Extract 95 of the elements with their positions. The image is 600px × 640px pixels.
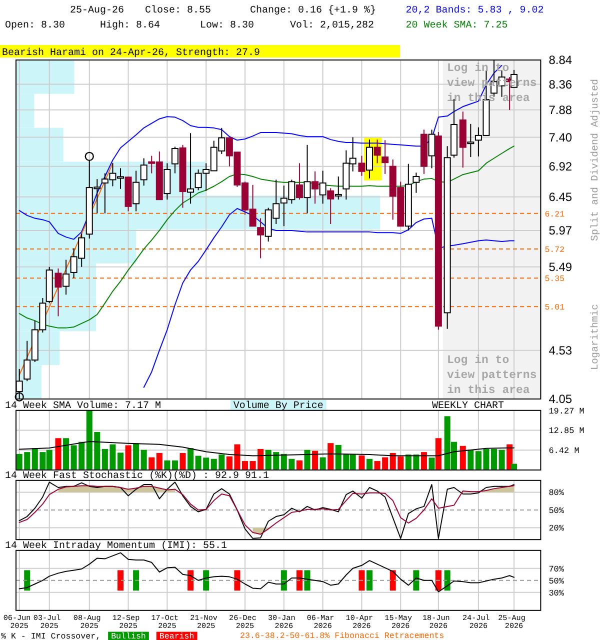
bar — [498, 450, 505, 470]
candlestick — [257, 218, 264, 259]
y-tick-label: 8.36 — [548, 77, 572, 92]
bar — [366, 458, 373, 470]
bar — [180, 452, 186, 470]
bar — [460, 446, 466, 470]
bar — [304, 450, 310, 470]
bar — [172, 460, 178, 470]
y-tick-label: 7.88 — [548, 103, 572, 118]
text: 20,2 Bands: 5.83 , 9.02 — [406, 4, 544, 16]
annotation: WEEKLY CHART — [432, 401, 504, 412]
y-tick-label: 6.45 — [548, 190, 572, 204]
y-tick-label: 19.27 M — [548, 406, 584, 416]
text: Bullish — [111, 631, 146, 640]
bar — [164, 460, 170, 470]
text: Vol: 2,015,282 — [290, 20, 374, 32]
ref-line-label: 6.21 — [544, 210, 565, 220]
bar — [328, 443, 334, 470]
candlestick — [334, 176, 342, 200]
candlestick — [358, 155, 366, 176]
text: Volume By Price — [233, 400, 324, 412]
legend-title: % K - IMI Crossover, — [1, 632, 101, 640]
candlestick — [304, 144, 311, 214]
bar — [242, 461, 248, 470]
ref-line-label: 5.35 — [544, 275, 565, 284]
bar — [63, 438, 70, 470]
candlestick — [62, 259, 70, 296]
y-tick-label: 5.97 — [548, 224, 572, 238]
y-tick-label: 6.92 — [548, 160, 572, 174]
chart-title: 14 Week Intraday Momentum (IMI): 55.1 — [5, 540, 228, 552]
text: 25-Aug-26 — [70, 6, 124, 16]
text: 20 Week SMA: 7.25 — [406, 20, 508, 32]
candlestick — [412, 172, 420, 194]
candlestick — [132, 170, 140, 212]
candlestick — [327, 188, 334, 224]
y-tick-label: 80% — [548, 488, 565, 498]
y-tick-label: 12.85 M — [548, 426, 584, 436]
bar — [420, 452, 427, 470]
bar — [428, 458, 435, 470]
bar — [55, 438, 62, 470]
y-tick-label: 30% — [548, 588, 565, 598]
chart-title: 14 Week SMA Volume: 7.17 M — [5, 400, 162, 412]
bar — [148, 457, 155, 470]
ref-line-label: 5.01 — [544, 304, 565, 313]
bar — [296, 460, 302, 470]
chart-title: 14 Week Fast Stochastic (%K)(%D) : 92.9 91.1 — [5, 470, 270, 482]
bar — [435, 438, 442, 470]
line-series — [18, 552, 515, 592]
text: Open: 8.30 — [5, 20, 66, 32]
candlestick — [296, 162, 303, 200]
y-tick-label: 50% — [548, 506, 565, 516]
bar — [320, 457, 326, 470]
annotation: Log in to view patterns in this area — [447, 354, 544, 397]
y-tick-label: 20% — [548, 524, 565, 534]
candlestick — [428, 129, 436, 169]
candlestick — [140, 158, 148, 186]
text: Low: 8.30 — [200, 20, 254, 32]
bar — [358, 455, 365, 470]
candlestick — [312, 170, 319, 204]
candlestick — [54, 268, 62, 317]
text: Bearish — [159, 631, 194, 640]
bar — [125, 445, 132, 470]
candlestick — [467, 123, 474, 158]
text: 23.6-38.2-50-61.8% Fibonacci Retracements — [240, 631, 444, 640]
bar — [468, 450, 474, 470]
bar — [117, 452, 124, 470]
candlestick — [382, 140, 389, 174]
text: Bearish Harami on 24-Apr-26, Strength: 27.9 — [2, 47, 260, 59]
bar — [188, 448, 194, 470]
candlestick — [374, 139, 381, 164]
y-tick-label: 6.42 M — [548, 446, 580, 456]
bar — [133, 443, 140, 470]
line-series — [18, 146, 515, 328]
y-tick-label: 4.53 — [548, 344, 572, 358]
text: High: 8.64 — [100, 20, 160, 32]
line-series — [18, 441, 515, 456]
candlestick — [187, 132, 194, 204]
y-tick-label: 70% — [548, 564, 565, 574]
text: Logarithmic — [590, 304, 600, 370]
y-tick-label: 5.49 — [548, 260, 572, 274]
bar — [491, 448, 498, 470]
y-tick-label: 4.05 — [548, 392, 572, 406]
text: Split and Dividend Adjusted — [590, 78, 600, 242]
candlestick — [171, 146, 178, 174]
bar — [156, 452, 162, 470]
text: Change: 0.16 {+1.9 %} — [250, 4, 376, 16]
ref-line-label: 5.72 — [544, 246, 565, 255]
bar — [140, 450, 147, 470]
y-tick-label: 8.84 — [548, 53, 572, 68]
y-tick-label: 50% — [548, 576, 565, 586]
text: Close: 8.55 — [145, 4, 212, 16]
y-tick-label: 7.40 — [548, 130, 572, 144]
candlestick — [366, 139, 374, 179]
candlestick — [319, 170, 326, 204]
bar — [312, 450, 318, 470]
